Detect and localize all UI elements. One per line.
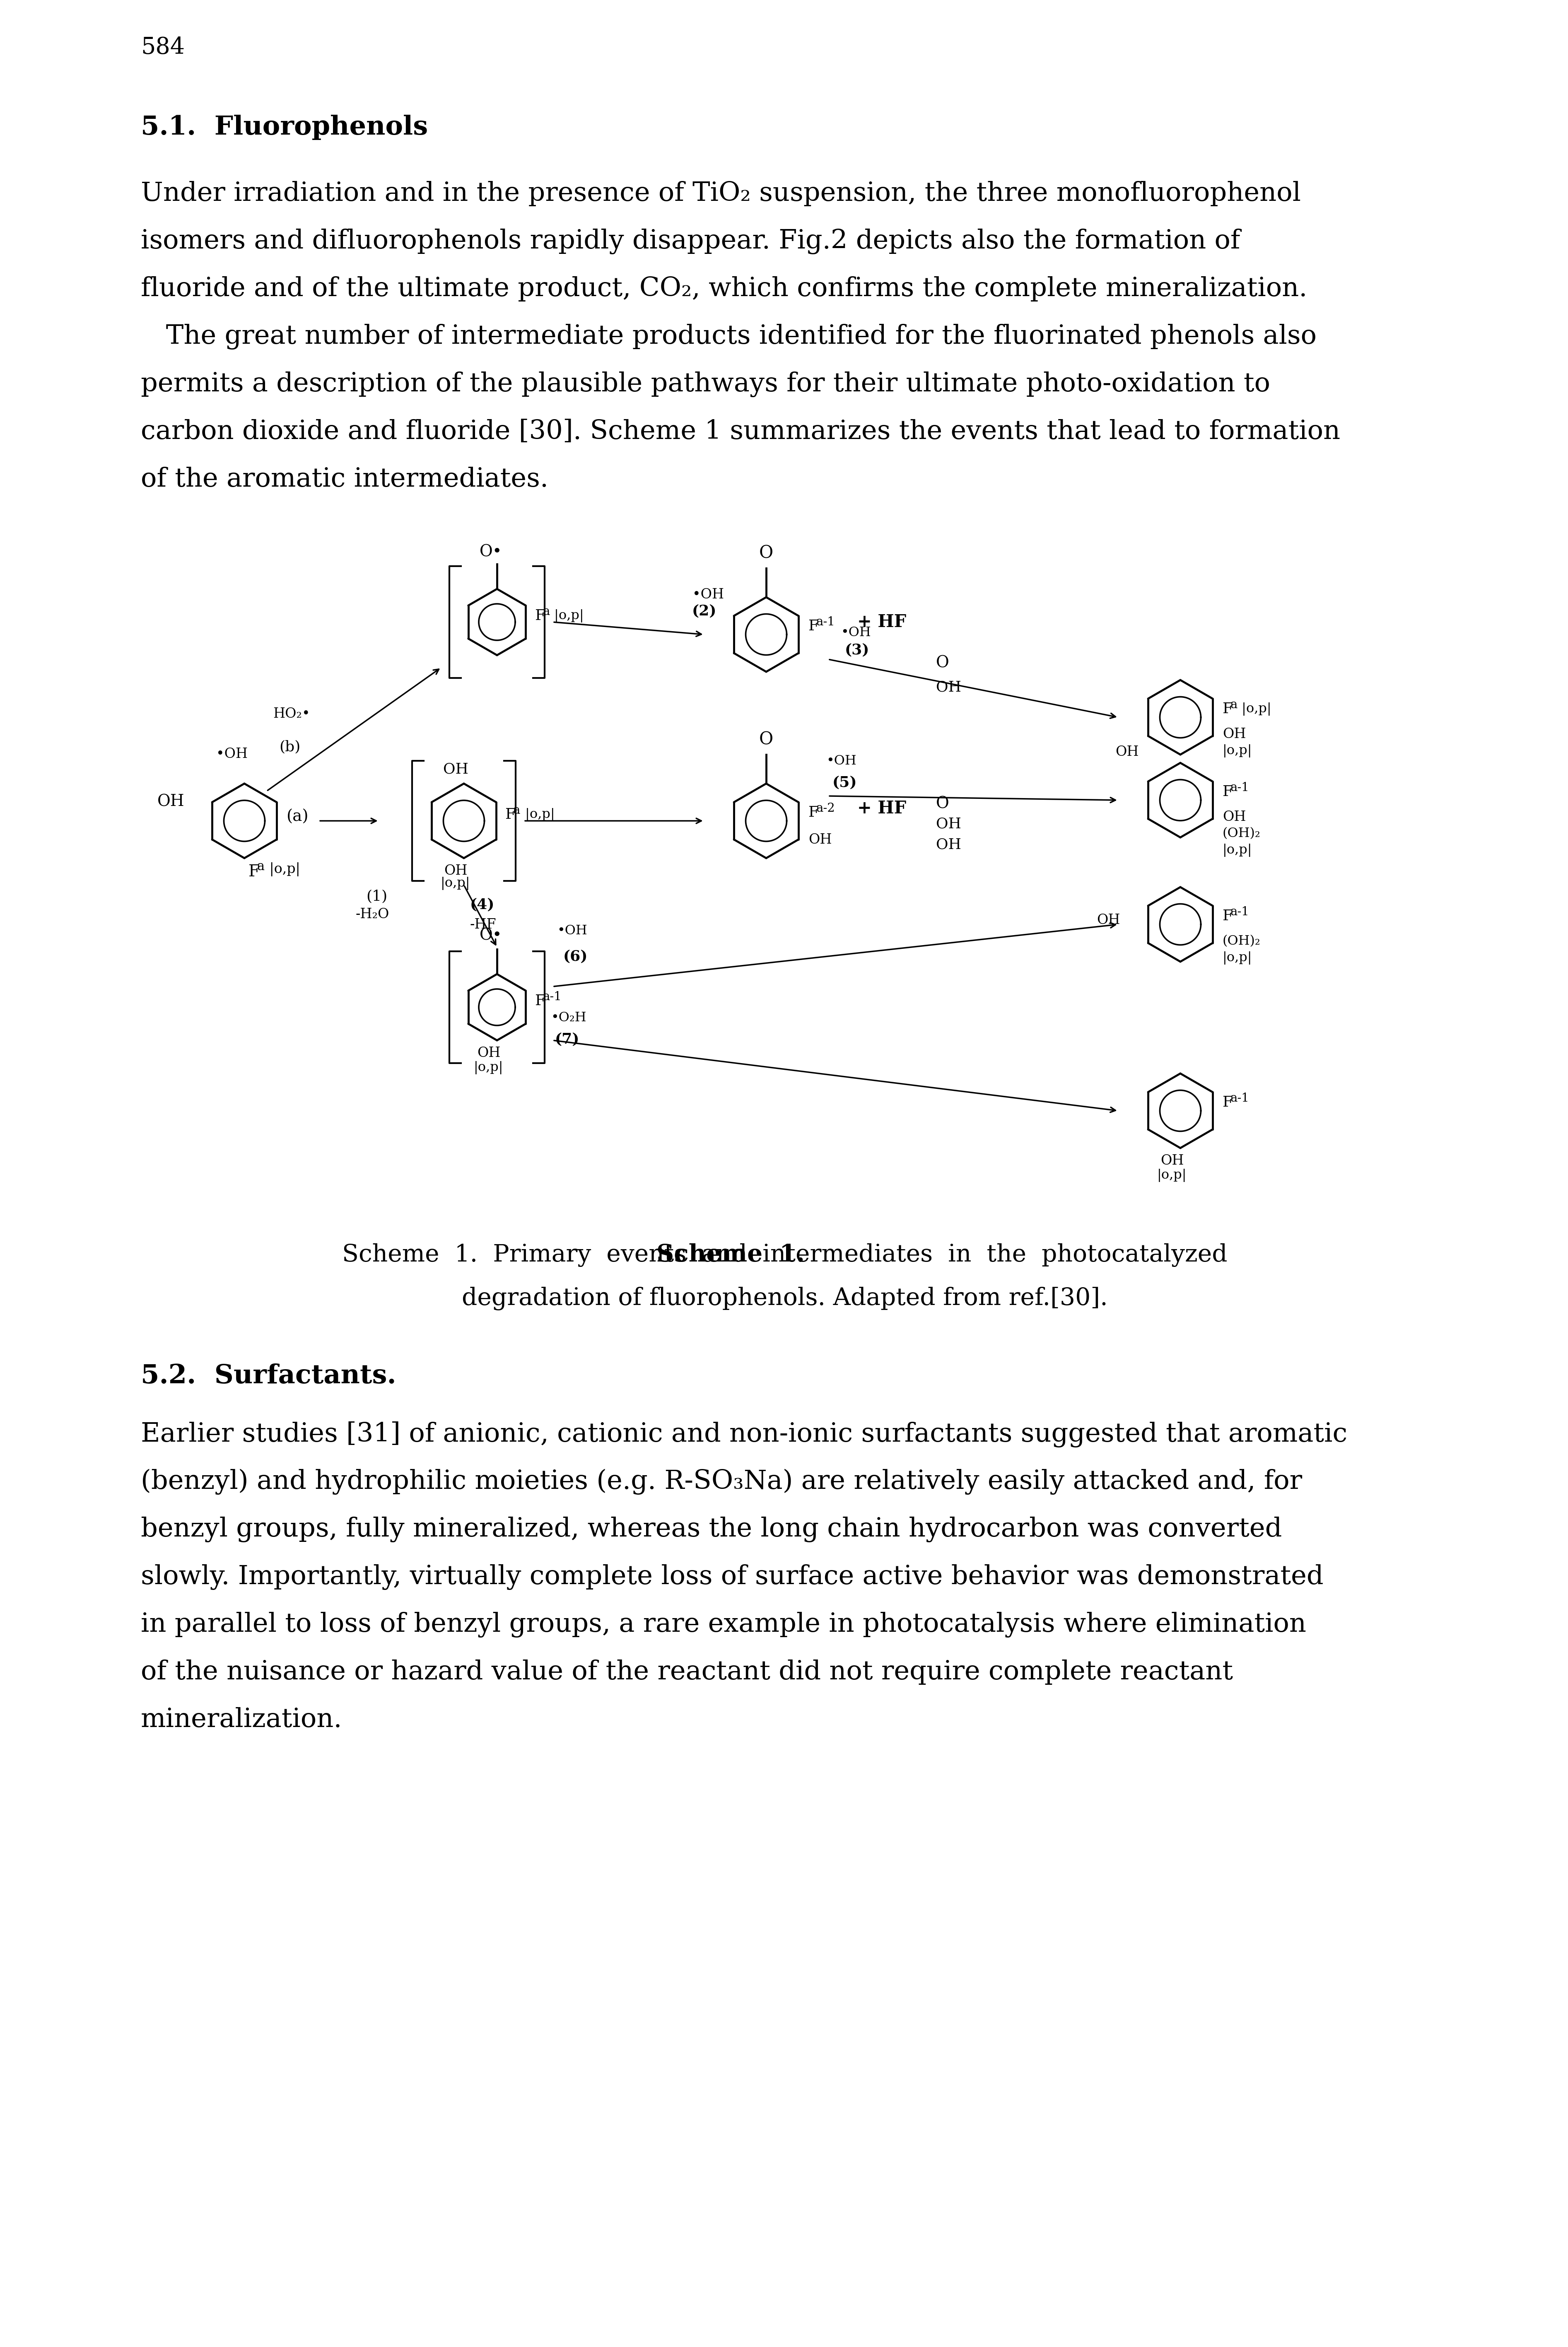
Text: |o,p|: |o,p| [1223,951,1253,965]
Text: F: F [809,805,818,819]
Text: OH: OH [936,817,961,831]
Text: (5): (5) [833,775,858,789]
Text: OH: OH [157,793,185,810]
Text: O: O [936,655,949,671]
Text: OH: OH [1223,728,1247,742]
Text: 584: 584 [141,35,185,59]
Text: of the nuisance or hazard value of the reactant did not require complete reactan: of the nuisance or hazard value of the r… [141,1659,1232,1685]
Text: + HF: + HF [858,800,906,817]
Text: + HF: + HF [858,613,906,631]
Text: The great number of intermediate products identified for the fluorinated phenols: The great number of intermediate product… [141,324,1317,350]
Text: |o,p|: |o,p| [1157,1169,1187,1183]
Text: OH: OH [936,838,961,852]
Text: HO₂•: HO₂• [273,706,310,721]
Text: F: F [535,608,546,622]
Text: degradation of fluorophenols. Adapted from ref.[30].: degradation of fluorophenols. Adapted fr… [463,1286,1109,1310]
Text: OH: OH [1160,1155,1184,1166]
Text: •OH: •OH [693,589,724,601]
Text: |o,p|: |o,p| [474,1061,503,1075]
Text: •OH: •OH [840,627,870,638]
Text: |o,p|: |o,p| [265,861,299,875]
Text: (1): (1) [365,890,387,904]
Text: a: a [1229,699,1237,711]
Text: OH: OH [444,864,467,878]
Text: OH: OH [809,833,833,847]
Text: Earlier studies [31] of anionic, cationic and non-ionic surfactants suggested th: Earlier studies [31] of anionic, cationi… [141,1422,1347,1448]
Text: (OH)₂: (OH)₂ [1223,826,1261,840]
Text: 5.1.  Fluorophenols: 5.1. Fluorophenols [141,115,428,141]
Text: OH: OH [477,1047,500,1061]
Text: isomers and difluorophenols rapidly disappear. Fig.2 depicts also the formation : isomers and difluorophenols rapidly disa… [141,228,1240,253]
Text: a-1: a-1 [1229,906,1250,918]
Text: Scheme  1.  Primary  events  and  intermediates  in  the  photocatalyzed: Scheme 1. Primary events and intermediat… [342,1244,1228,1267]
Text: O: O [759,730,773,749]
Text: -H₂O: -H₂O [356,908,389,920]
Text: F: F [1223,784,1232,798]
Text: F: F [1223,702,1232,716]
Text: O: O [759,545,773,561]
Text: (benzyl) and hydrophilic moieties (e.g. R-SO₃Na) are relatively easily attacked : (benzyl) and hydrophilic moieties (e.g. … [141,1469,1301,1495]
Text: (a): (a) [287,810,309,824]
Text: |o,p|: |o,p| [521,807,555,821]
Text: a-1: a-1 [543,990,561,1002]
Text: OH: OH [1098,913,1120,927]
Text: (6): (6) [563,948,588,962]
Text: Scheme  1.: Scheme 1. [657,1244,804,1267]
Text: carbon dioxide and fluoride [30]. Scheme 1 summarizes the events that lead to fo: carbon dioxide and fluoride [30]. Scheme… [141,420,1341,444]
Text: •OH: •OH [557,925,586,936]
Text: (b): (b) [279,739,301,753]
Text: Under irradiation and in the presence of TiO₂ suspension, the three monofluoroph: Under irradiation and in the presence of… [141,181,1301,207]
Text: (OH)₂: (OH)₂ [1223,934,1261,948]
Text: slowly. Importantly, virtually complete loss of surface active behavior was demo: slowly. Importantly, virtually complete … [141,1563,1323,1589]
Text: •OH: •OH [216,749,248,760]
Text: a-1: a-1 [1229,1094,1250,1103]
Text: F: F [809,620,818,634]
Text: (7): (7) [555,1033,580,1047]
Text: fluoride and of the ultimate product, CO₂, which confirms the complete mineraliz: fluoride and of the ultimate product, CO… [141,277,1308,300]
Text: |o,p|: |o,p| [441,878,470,890]
Text: (4): (4) [470,897,495,911]
Text: (3): (3) [845,643,870,657]
Text: •O₂H: •O₂H [550,1012,586,1023]
Text: mineralization.: mineralization. [141,1706,342,1732]
Text: F: F [535,995,546,1009]
Text: OH: OH [1115,746,1138,758]
Text: |o,p|: |o,p| [1223,744,1253,758]
Text: of the aromatic intermediates.: of the aromatic intermediates. [141,467,549,493]
Text: O•: O• [480,545,502,561]
Text: |o,p|: |o,p| [1237,702,1272,716]
Text: a-1: a-1 [1229,782,1250,793]
Text: permits a description of the plausible pathways for their ultimate photo-oxidati: permits a description of the plausible p… [141,371,1270,397]
Text: F: F [505,807,516,821]
Text: 5.2.  Surfactants.: 5.2. Surfactants. [141,1364,397,1389]
Text: F: F [1223,908,1232,922]
Text: O•: O• [480,927,502,943]
Text: OH: OH [936,681,961,695]
Text: •OH: •OH [826,756,856,767]
Text: (2): (2) [691,603,717,617]
Text: -HF: -HF [470,918,497,932]
Text: a: a [257,861,265,873]
Text: O: O [936,796,949,812]
Text: a: a [543,606,550,617]
Text: a-1: a-1 [815,617,834,629]
Text: benzyl groups, fully mineralized, whereas the long chain hydrocarbon was convert: benzyl groups, fully mineralized, wherea… [141,1516,1283,1542]
Text: a-2: a-2 [815,803,834,814]
Text: OH: OH [1223,810,1247,824]
Text: a: a [513,805,521,817]
Text: in parallel to loss of benzyl groups, a rare example in photocatalysis where eli: in parallel to loss of benzyl groups, a … [141,1612,1306,1638]
Text: OH: OH [442,763,469,777]
Text: |o,p|: |o,p| [550,610,583,622]
Text: F: F [248,864,260,880]
Text: |o,p|: |o,p| [1223,843,1253,857]
Text: F: F [1223,1096,1232,1110]
